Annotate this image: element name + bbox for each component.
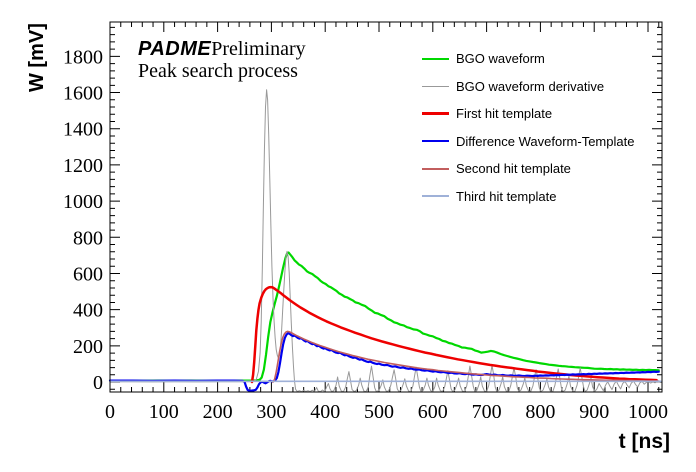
- legend-label: Difference Waveform-Template: [456, 133, 635, 149]
- legend-item: Third hit template: [422, 183, 634, 211]
- x-tick-label: 500: [364, 401, 394, 423]
- y-tick-label: 1600: [63, 83, 103, 105]
- y-tick-label: 1000: [63, 191, 103, 213]
- y-tick-label: 1800: [63, 46, 103, 68]
- legend-label: Third hit template: [456, 188, 557, 204]
- x-tick-label: 400: [310, 401, 340, 423]
- y-tick-label: 1400: [63, 119, 103, 141]
- series-bgo-waveform-derivative: [109, 89, 660, 393]
- x-tick-label: 300: [256, 401, 286, 423]
- x-tick-label: 800: [525, 401, 555, 423]
- caption-line2: Peak search process: [138, 59, 298, 82]
- legend-item: BGO waveform: [422, 45, 634, 73]
- legend-swatch: [422, 140, 449, 143]
- x-tick-label: 0: [105, 401, 115, 423]
- legend-label: BGO waveform derivative: [456, 78, 605, 94]
- plot-frame: [109, 21, 663, 393]
- legend-swatch: [422, 195, 449, 198]
- plot-caption: PADMEPreliminary Peak search process: [138, 38, 306, 82]
- x-tick-label: 600: [418, 401, 448, 423]
- legend-swatch: [422, 57, 449, 60]
- x-tick-label: 700: [472, 401, 502, 423]
- experiment-brand: PADME: [138, 38, 212, 60]
- series-bgo-waveform: [108, 251, 660, 382]
- y-tick-label: 600: [73, 263, 103, 285]
- y-tick-label: 800: [73, 227, 103, 249]
- y-tick-label: 1200: [63, 155, 103, 177]
- legend: BGO waveform BGO waveform derivative Fir…: [422, 45, 634, 210]
- y-axis-title: W [mV]: [26, 23, 48, 92]
- caption-line1: PADMEPreliminary: [138, 38, 306, 61]
- y-tick-label: 200: [73, 336, 103, 358]
- legend-swatch: [422, 112, 449, 116]
- series-difference-waveform-template: [108, 332, 660, 392]
- x-tick-label: 900: [579, 401, 609, 423]
- legend-item: First hit template: [422, 100, 634, 128]
- x-tick-label: 1000: [628, 401, 668, 423]
- brand-suffix: Preliminary: [211, 38, 306, 60]
- x-tick-label: 200: [203, 401, 233, 423]
- legend-item: BGO waveform derivative: [422, 73, 634, 101]
- legend-label: First hit template: [456, 106, 553, 122]
- series-second-hit-template: [272, 330, 660, 383]
- legend-swatch: [422, 85, 449, 87]
- y-tick-label: 400: [73, 300, 103, 322]
- x-tick-label: 100: [149, 401, 179, 423]
- legend-item: Second hit template: [422, 155, 634, 183]
- y-tick-label: 0: [93, 372, 103, 394]
- legend-label: Second hit template: [456, 161, 571, 177]
- legend-swatch: [422, 167, 449, 170]
- x-axis-title: t [ns]: [618, 430, 670, 453]
- legend-label: BGO waveform: [456, 51, 545, 67]
- legend-item: Difference Waveform-Template: [422, 128, 634, 156]
